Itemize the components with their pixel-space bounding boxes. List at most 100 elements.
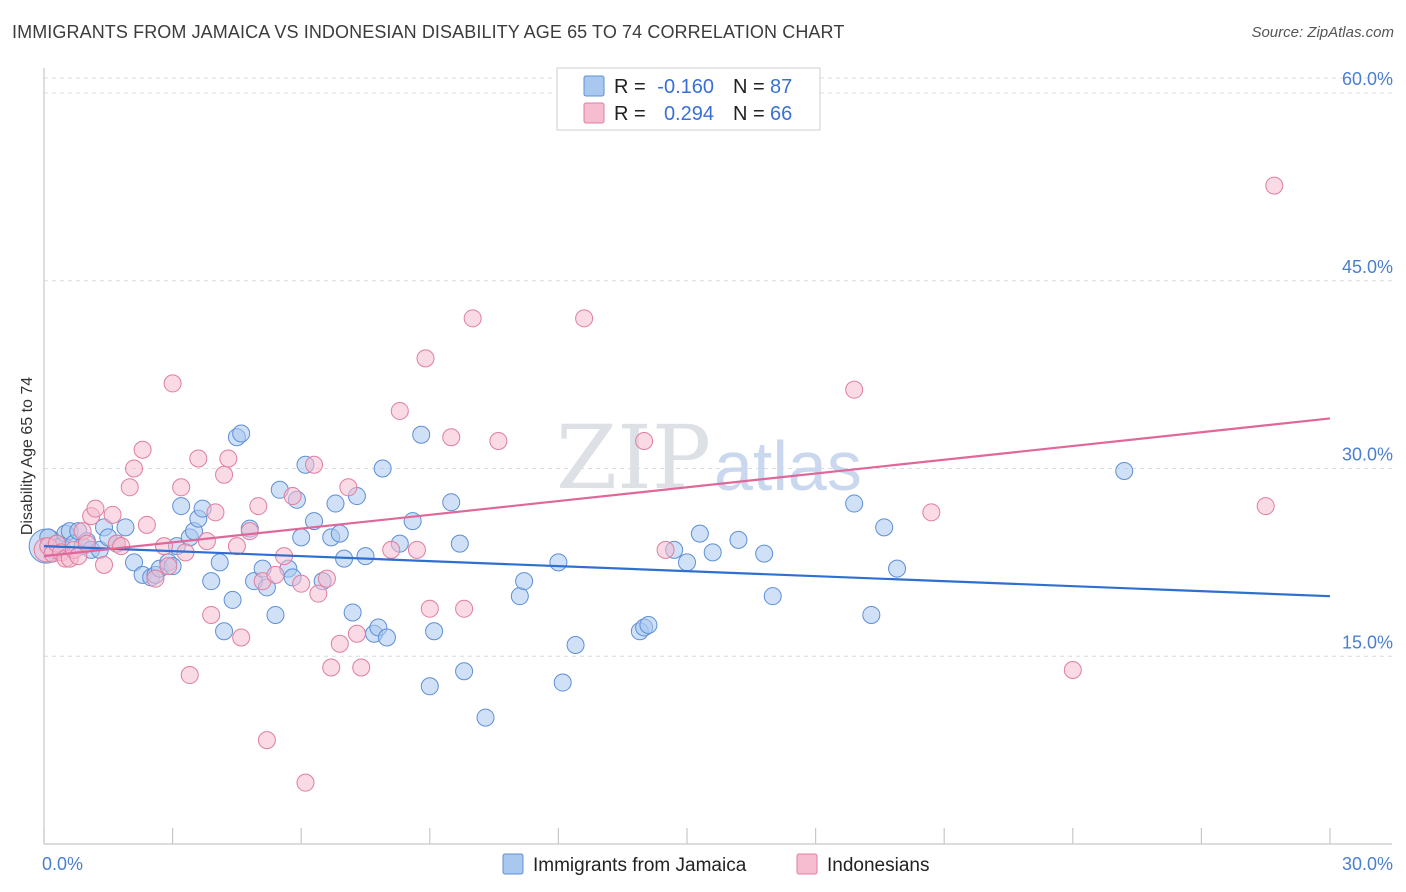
data-point-indonesians bbox=[407, 540, 426, 559]
x-tick-marks bbox=[43, 828, 1331, 844]
data-point-jamaica bbox=[116, 518, 135, 537]
y-tick-labels: 15.0% 30.0% 45.0% 60.0% bbox=[1342, 69, 1393, 652]
data-point-jamaica bbox=[763, 587, 782, 606]
watermark: ZIP atlas bbox=[556, 406, 862, 509]
chart-title: IMMIGRANTS FROM JAMAICA VS INDONESIAN DI… bbox=[12, 22, 845, 42]
data-point-jamaica bbox=[729, 530, 748, 549]
legend-n-value-1: 87 bbox=[770, 76, 792, 98]
series-legend: Immigrants from Jamaica Indonesians bbox=[502, 853, 929, 876]
legend-n-value-2: 66 bbox=[770, 103, 792, 125]
data-point-jamaica bbox=[412, 425, 431, 444]
data-point-indonesians bbox=[95, 555, 114, 574]
data-point-indonesians bbox=[339, 478, 358, 497]
data-point-indonesians bbox=[635, 431, 654, 450]
data-point-jamaica bbox=[215, 622, 234, 641]
data-point-indonesians bbox=[317, 569, 336, 588]
data-point-jamaica bbox=[425, 622, 444, 641]
trend-lines bbox=[43, 417, 1331, 598]
y-tick-label: 30.0% bbox=[1342, 445, 1393, 465]
legend-r-value-2: 0.294 bbox=[664, 103, 714, 125]
watermark-atlas: atlas bbox=[714, 427, 862, 505]
legend-r-label-2: R = bbox=[614, 103, 646, 125]
data-point-jamaica bbox=[172, 497, 191, 516]
legend-n-label-2: N = bbox=[733, 103, 765, 125]
y-axis-label: Disability Age 65 to 74 bbox=[19, 377, 36, 535]
data-point-indonesians bbox=[922, 503, 941, 522]
data-point-jamaica bbox=[292, 528, 311, 547]
data-point-indonesians bbox=[330, 634, 349, 653]
data-point-indonesians bbox=[257, 731, 276, 750]
data-point-indonesians bbox=[656, 540, 675, 559]
data-point-indonesians bbox=[189, 449, 208, 468]
data-point-jamaica bbox=[549, 553, 568, 572]
data-point-jamaica bbox=[690, 524, 709, 543]
data-point-indonesians bbox=[305, 455, 324, 474]
data-point-indonesians bbox=[322, 658, 341, 677]
data-point-indonesians bbox=[197, 532, 216, 551]
data-point-indonesians bbox=[219, 449, 238, 468]
grid-lines bbox=[44, 77, 1392, 657]
data-point-jamaica bbox=[305, 512, 324, 531]
data-point-jamaica bbox=[232, 424, 251, 443]
data-point-jamaica bbox=[210, 553, 229, 572]
data-point-indonesians bbox=[103, 505, 122, 524]
data-point-jamaica bbox=[202, 572, 221, 591]
legend-n-label-1: N = bbox=[733, 76, 765, 98]
data-point-jamaica bbox=[888, 559, 907, 578]
data-point-indonesians bbox=[455, 599, 474, 618]
data-point-indonesians bbox=[206, 503, 225, 522]
data-point-jamaica bbox=[875, 518, 894, 537]
data-point-jamaica bbox=[755, 544, 774, 563]
data-point-indonesians bbox=[86, 499, 105, 518]
data-point-jamaica bbox=[442, 493, 461, 512]
data-point-jamaica bbox=[343, 603, 362, 622]
data-point-indonesians bbox=[390, 401, 409, 420]
legend-r-value-1: -0.160 bbox=[657, 76, 714, 98]
data-point-indonesians bbox=[266, 565, 285, 584]
data-point-indonesians bbox=[1256, 497, 1275, 516]
watermark-zip: ZIP bbox=[556, 406, 711, 509]
legend-swatch-pink bbox=[583, 102, 605, 124]
data-point-indonesians bbox=[489, 431, 508, 450]
data-point-jamaica bbox=[862, 605, 881, 624]
series-legend-label-jamaica: Immigrants from Jamaica bbox=[533, 855, 747, 876]
data-point-indonesians bbox=[352, 658, 371, 677]
data-point-jamaica bbox=[553, 673, 572, 692]
data-point-indonesians bbox=[347, 624, 366, 643]
y-tick-label: 15.0% bbox=[1342, 632, 1393, 652]
data-point-jamaica bbox=[1115, 462, 1134, 481]
data-point-jamaica bbox=[266, 605, 285, 624]
data-point-indonesians bbox=[202, 605, 221, 624]
data-point-indonesians bbox=[249, 497, 268, 516]
data-point-indonesians bbox=[283, 487, 302, 506]
data-point-jamaica bbox=[373, 459, 392, 478]
data-point-indonesians bbox=[845, 380, 864, 399]
data-point-indonesians bbox=[227, 537, 246, 556]
data-point-indonesians bbox=[172, 478, 191, 497]
series-legend-swatch-jamaica bbox=[502, 853, 524, 875]
y-tick-label: 45.0% bbox=[1342, 257, 1393, 277]
data-point-indonesians bbox=[112, 537, 131, 556]
data-point-indonesians bbox=[240, 522, 259, 541]
source-label: Source: ZipAtlas.com bbox=[1251, 24, 1394, 41]
data-point-indonesians bbox=[463, 309, 482, 328]
data-point-jamaica bbox=[515, 572, 534, 591]
data-point-indonesians bbox=[296, 773, 315, 792]
x-tick-label-min: 0.0% bbox=[42, 854, 83, 874]
data-point-jamaica bbox=[566, 635, 585, 654]
data-point-indonesians bbox=[442, 428, 461, 447]
data-point-jamaica bbox=[326, 494, 345, 513]
data-point-indonesians bbox=[382, 540, 401, 559]
y-tick-label: 60.0% bbox=[1342, 69, 1393, 89]
data-point-indonesians bbox=[215, 465, 234, 484]
data-point-jamaica bbox=[703, 543, 722, 562]
data-point-indonesians bbox=[180, 666, 199, 685]
data-point-jamaica bbox=[125, 553, 144, 572]
data-point-indonesians bbox=[133, 440, 152, 459]
data-point-jamaica bbox=[455, 662, 474, 681]
data-point-indonesians bbox=[137, 515, 156, 534]
data-point-indonesians bbox=[232, 628, 251, 647]
data-point-jamaica bbox=[450, 534, 469, 553]
data-point-jamaica bbox=[330, 524, 349, 543]
